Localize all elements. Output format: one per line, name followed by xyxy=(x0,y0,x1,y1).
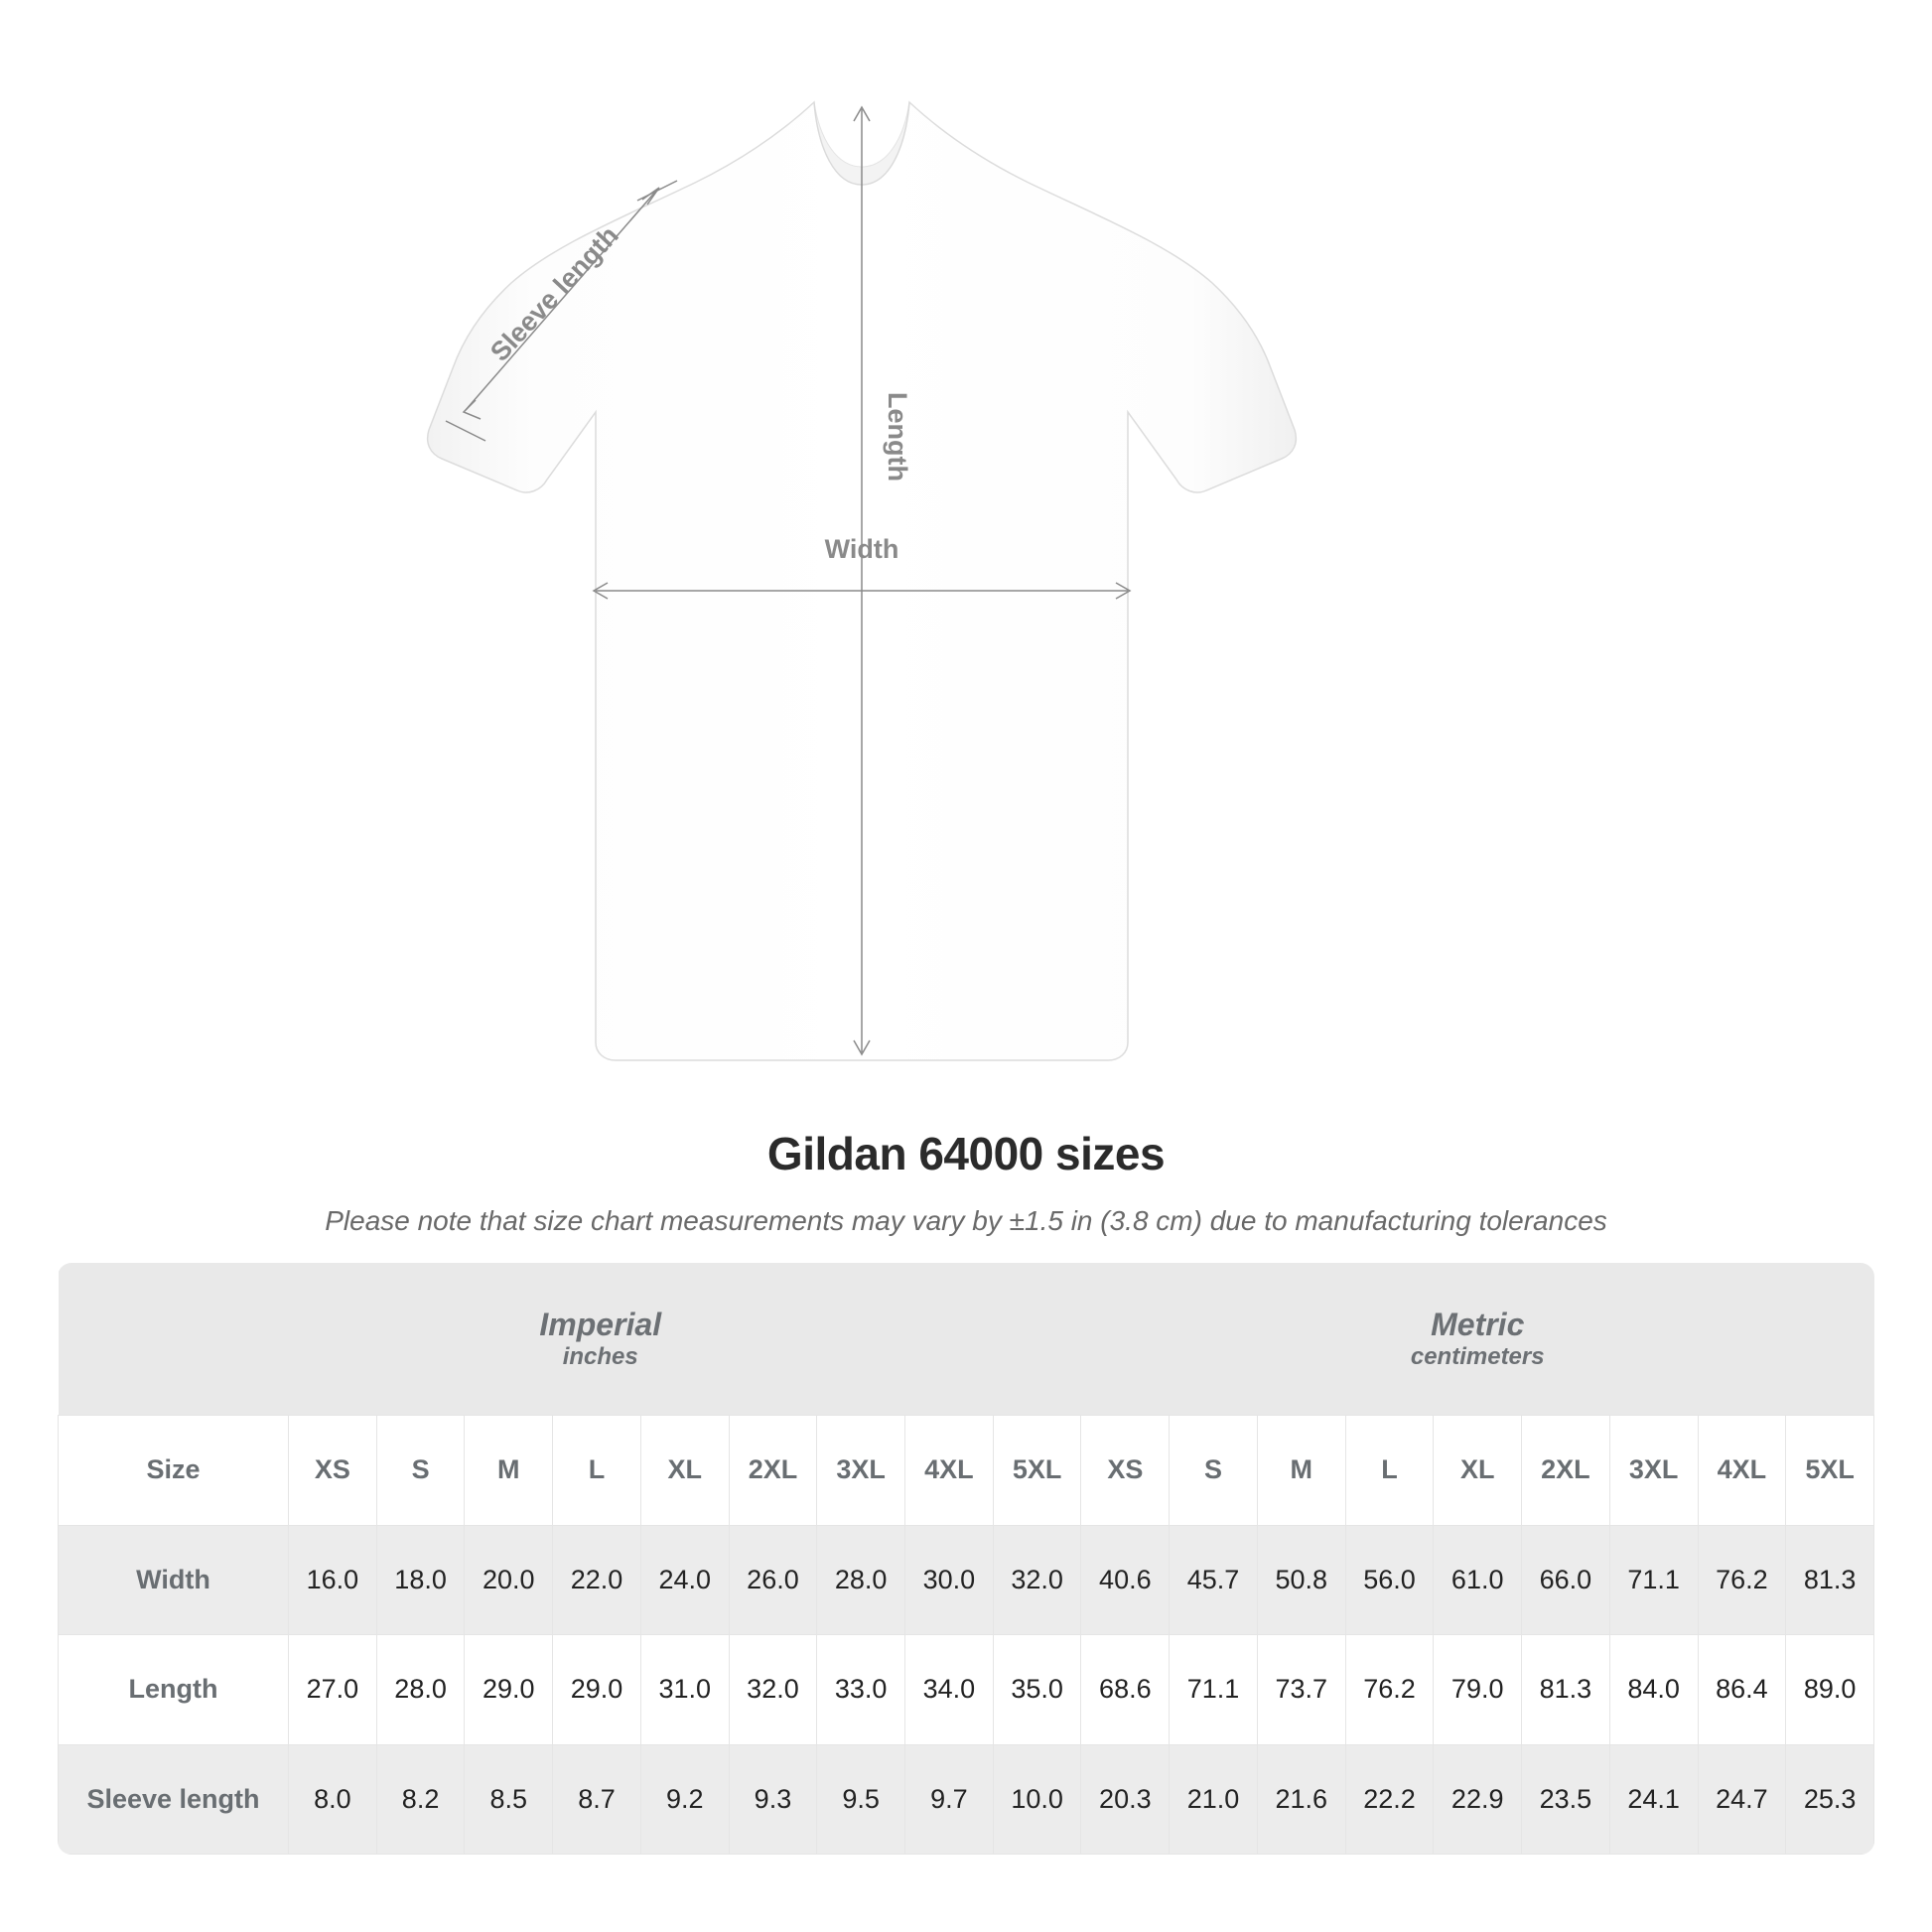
svg-text:Length: Length xyxy=(883,392,912,482)
svg-text:Width: Width xyxy=(825,534,899,564)
